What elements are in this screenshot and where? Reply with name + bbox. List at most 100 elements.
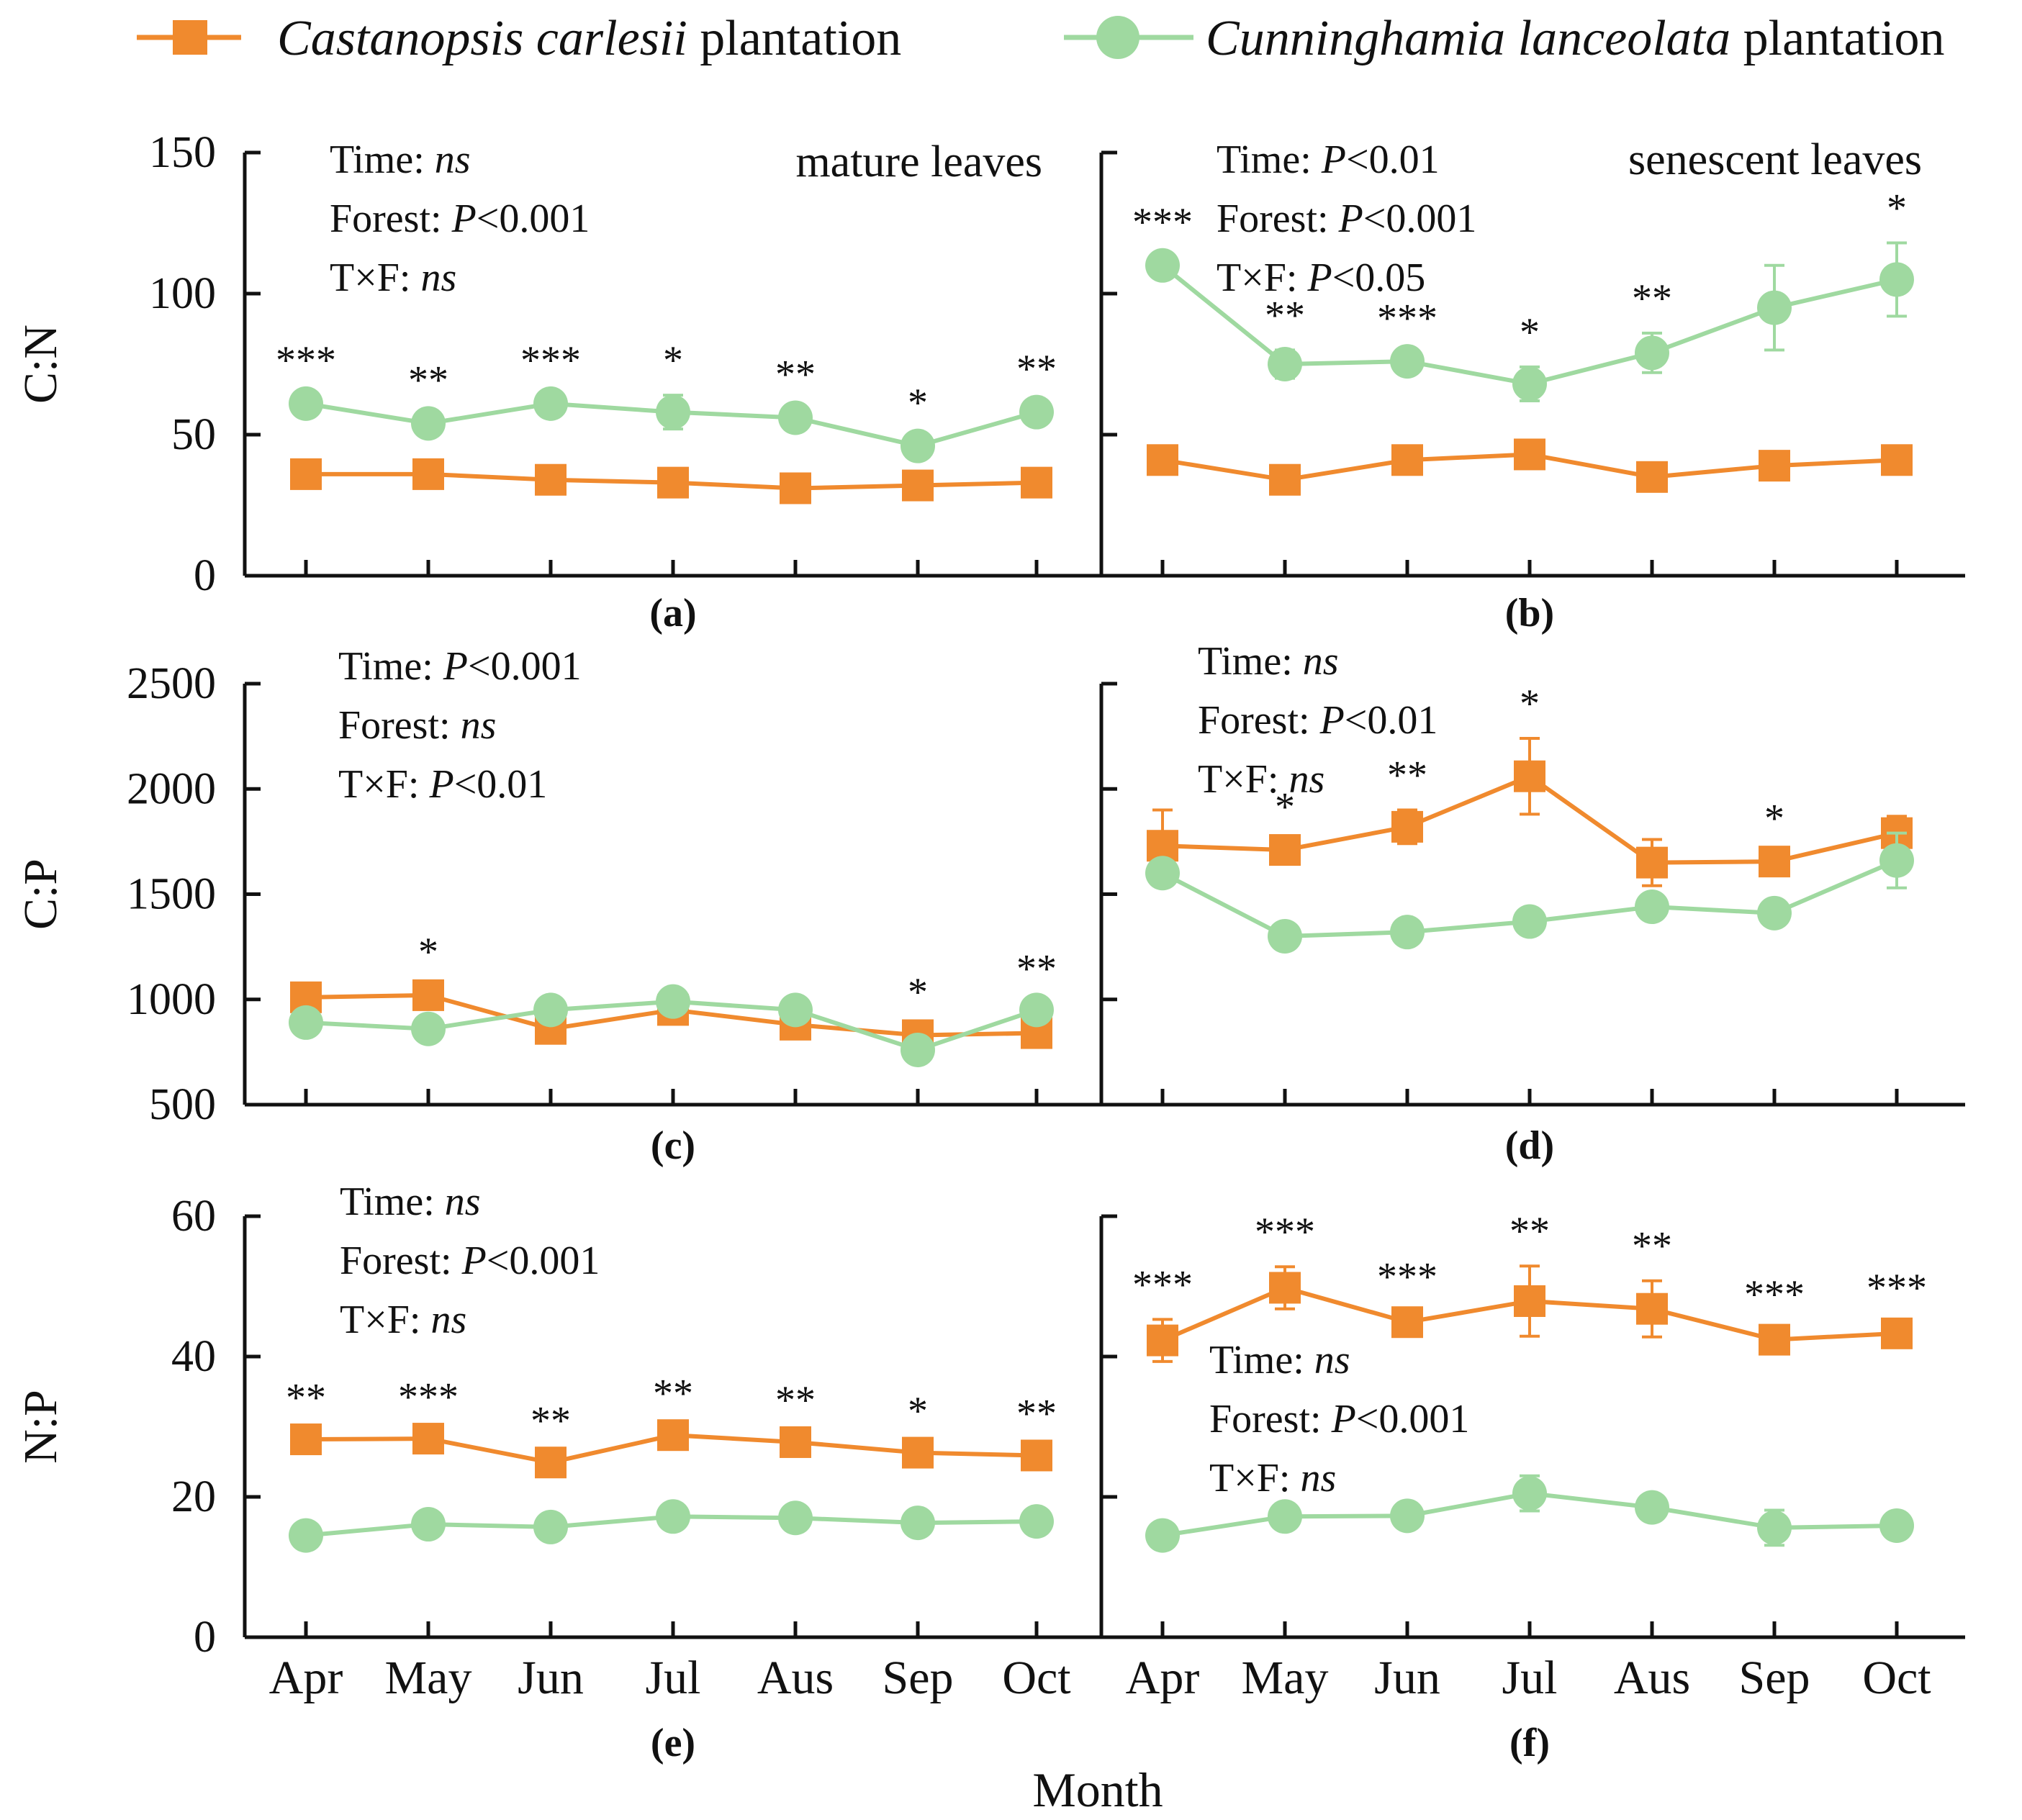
panel-label-e: (e) (651, 1721, 695, 1765)
stat-text-e: Time: ns (340, 1180, 481, 1224)
series-c-cunninghamia (289, 984, 1054, 1067)
data-point-cunninghamia (1268, 347, 1302, 381)
data-point-cunninghamia (1879, 262, 1914, 297)
data-point-cunninghamia (1757, 1510, 1792, 1545)
stat-text-b: Time: P<0.01 (1217, 137, 1440, 182)
panel-f: Apr May Jun Jul Aus Sep Oct*********** ***** ***… (1099, 1209, 1965, 1765)
data-point-cunninghamia (1390, 915, 1425, 950)
significance-label: *** (398, 1375, 459, 1419)
legend-castanopsis-suffix: plantation (687, 11, 901, 66)
y-axis-label-a: C:N (14, 325, 67, 404)
stat-text-c: T×F: P<0.01 (338, 762, 547, 807)
significance-label: * (1764, 796, 1784, 841)
x-tick-label-f: May (1242, 1652, 1329, 1704)
series-b-castanopsis (1147, 438, 1913, 496)
data-point-cunninghamia (289, 386, 323, 421)
data-point-castanopsis (1881, 444, 1913, 476)
series-b-cunninghamia (1145, 241, 1914, 402)
significance-label: ** (1509, 1209, 1550, 1254)
data-point-cunninghamia (411, 1011, 446, 1046)
panel-label-a: (a) (649, 591, 696, 635)
data-point-cunninghamia (1019, 1504, 1054, 1539)
legend-item-castanopsis: Castanopsis carlesii plantation (137, 11, 901, 66)
stat-text-c: Time: P<0.001 (338, 644, 582, 689)
significance-label: * (1275, 784, 1295, 829)
data-point-cunninghamia (1019, 992, 1054, 1028)
significance-label: ** (653, 1371, 693, 1416)
data-point-cunninghamia (1757, 895, 1792, 931)
data-point-castanopsis (290, 1423, 322, 1456)
data-point-cunninghamia (656, 394, 690, 430)
data-point-cunninghamia (1145, 248, 1180, 283)
significance-label: ** (1387, 753, 1427, 798)
significance-label: ** (775, 1378, 816, 1423)
x-tick-label-e: Aus (757, 1652, 834, 1704)
legend-castanopsis-label: Castanopsis carlesii plantation (277, 11, 901, 66)
significance-label: ** (1632, 276, 1672, 321)
legend-cunninghamia-suffix: plantation (1730, 11, 1944, 66)
stat-text-e: T×F: ns (340, 1298, 466, 1342)
data-point-castanopsis (1021, 1439, 1052, 1472)
y-tick-label-a: 50 (171, 410, 216, 459)
data-point-castanopsis (535, 1447, 567, 1479)
data-point-cunninghamia (289, 1518, 323, 1553)
data-point-cunninghamia (1879, 1508, 1914, 1543)
stat-text-b: Forest: P<0.001 (1217, 196, 1476, 241)
significance-label: *** (520, 338, 581, 383)
stat-text-d: T×F: ns (1198, 757, 1324, 802)
significance-label: ** (1265, 293, 1305, 338)
data-point-castanopsis (412, 1423, 444, 1455)
significance-label: *** (1255, 1210, 1315, 1254)
data-point-castanopsis (902, 469, 934, 502)
data-point-cunninghamia (533, 1509, 568, 1544)
data-point-cunninghamia (1512, 1476, 1547, 1511)
data-point-castanopsis (1147, 444, 1178, 476)
series-e-castanopsis (290, 1419, 1052, 1479)
data-point-castanopsis (1636, 461, 1668, 493)
data-point-cunninghamia (1512, 366, 1547, 402)
data-point-cunninghamia (1145, 856, 1180, 891)
significance-label: * (418, 930, 438, 974)
data-point-castanopsis (657, 1419, 689, 1452)
series-f-castanopsis (1147, 1264, 1913, 1363)
y-tick-label-a: 100 (149, 269, 216, 318)
x-tick-label-f: Apr (1126, 1652, 1200, 1704)
data-point-castanopsis (1759, 1323, 1790, 1356)
data-point-castanopsis (290, 458, 322, 490)
significance-label: *** (276, 338, 336, 383)
y-tick-label-a: 0 (194, 551, 216, 600)
data-point-castanopsis (1391, 1306, 1423, 1339)
data-point-castanopsis (412, 979, 444, 1011)
panel-label-b: (b) (1505, 591, 1554, 635)
y-tick-label-c: 2000 (127, 764, 216, 813)
panel-label-d: (d) (1505, 1123, 1554, 1168)
x-tick-label-f: Jul (1502, 1652, 1557, 1704)
y-tick-label-c: 1500 (127, 870, 216, 919)
y-axis-label-c: C:P (14, 859, 67, 930)
data-point-castanopsis (1881, 1317, 1913, 1349)
data-point-castanopsis (1759, 846, 1790, 878)
data-point-castanopsis (1636, 846, 1668, 879)
significance-label: *** (1132, 1262, 1193, 1307)
significance-label: ** (531, 1398, 571, 1443)
data-point-castanopsis (1269, 1272, 1301, 1304)
data-point-cunninghamia (1635, 889, 1669, 925)
data-point-castanopsis (1269, 834, 1301, 866)
data-point-castanopsis (1391, 444, 1423, 476)
data-point-castanopsis (1514, 760, 1545, 792)
data-point-cunninghamia (1019, 394, 1054, 430)
x-tick-label-e: Sep (883, 1652, 954, 1704)
x-tick-label-e: May (385, 1652, 472, 1704)
data-point-cunninghamia (1145, 1518, 1180, 1553)
significance-label: ** (1016, 947, 1057, 992)
data-point-castanopsis (1269, 463, 1301, 496)
data-point-cunninghamia (533, 992, 568, 1028)
legend-cunninghamia-marker (1096, 16, 1139, 59)
significance-label: * (908, 970, 928, 1015)
